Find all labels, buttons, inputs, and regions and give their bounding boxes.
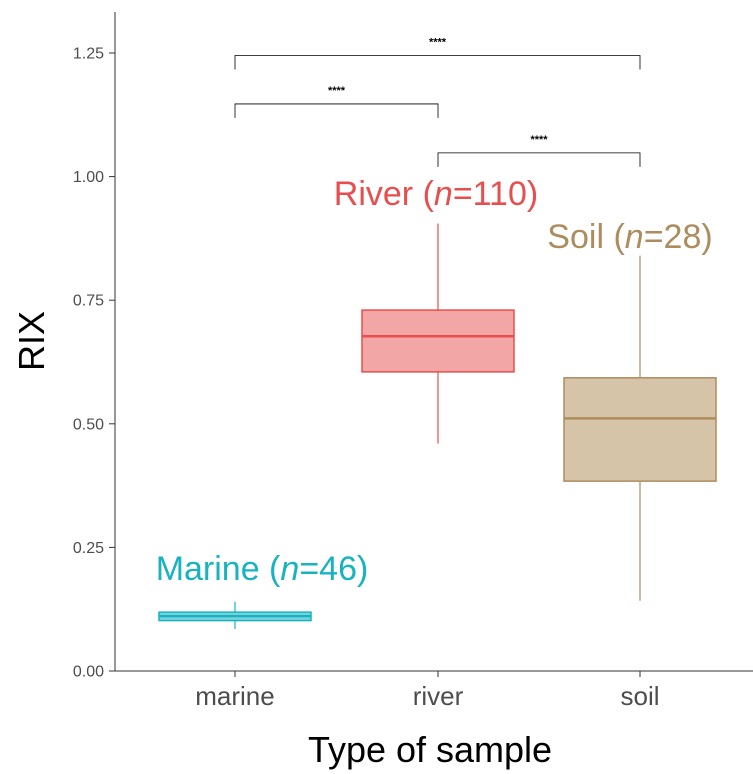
label-n: n (280, 550, 299, 588)
boxes (158, 223, 717, 629)
x-axis-title: Type of sample (308, 729, 552, 770)
axes (114, 12, 753, 672)
y-tick-label: 1.25 (73, 46, 104, 63)
group-label-soil: Soil (n=28) (547, 218, 712, 256)
significance-brackets: **** **** **** (234, 36, 641, 167)
group-label-marine: Marine (n=46) (156, 550, 369, 588)
group-labels: Marine (n=46)River (n=110)Soil (n=28) (156, 175, 713, 588)
y-ticks: 0.00 0.25 0.50 0.75 1.00 1.25 (73, 46, 115, 681)
box-body (563, 377, 717, 482)
significance-stars: **** (328, 85, 346, 97)
y-tick-label: 0.50 (73, 416, 104, 433)
significance-stars: **** (530, 134, 548, 146)
y-tick-label: 1.00 (73, 169, 104, 186)
x-tick-label: marine (195, 681, 274, 711)
box-soil (563, 255, 717, 601)
label-prefix: River ( (334, 175, 435, 213)
label-suffix: =110) (453, 175, 538, 213)
bracket-line (234, 55, 641, 70)
y-tick-label: 0.00 (73, 664, 104, 681)
significance-stars: **** (429, 36, 447, 48)
significance-bracket: **** (437, 134, 641, 167)
box-marine (158, 601, 312, 629)
label-suffix: =46) (299, 550, 368, 588)
y-tick-label: 0.75 (73, 293, 104, 310)
label-suffix: =28) (644, 218, 713, 256)
x-ticks: marine river soil (195, 671, 660, 711)
bracket-line (437, 152, 641, 167)
significance-bracket: **** (234, 36, 641, 70)
x-tick-label: river (413, 681, 464, 711)
x-tick-label: soil (620, 681, 659, 711)
label-n: n (434, 175, 453, 213)
label-n: n (625, 218, 644, 256)
y-tick-label: 0.25 (73, 540, 104, 557)
group-label-river: River (n=110) (334, 175, 538, 213)
box-river (361, 223, 515, 444)
box-body (361, 309, 515, 373)
label-prefix: Marine ( (156, 550, 281, 588)
label-prefix: Soil ( (547, 218, 625, 256)
y-axis-title: RIX (11, 311, 52, 371)
significance-bracket: **** (234, 85, 439, 118)
bracket-line (234, 103, 439, 118)
